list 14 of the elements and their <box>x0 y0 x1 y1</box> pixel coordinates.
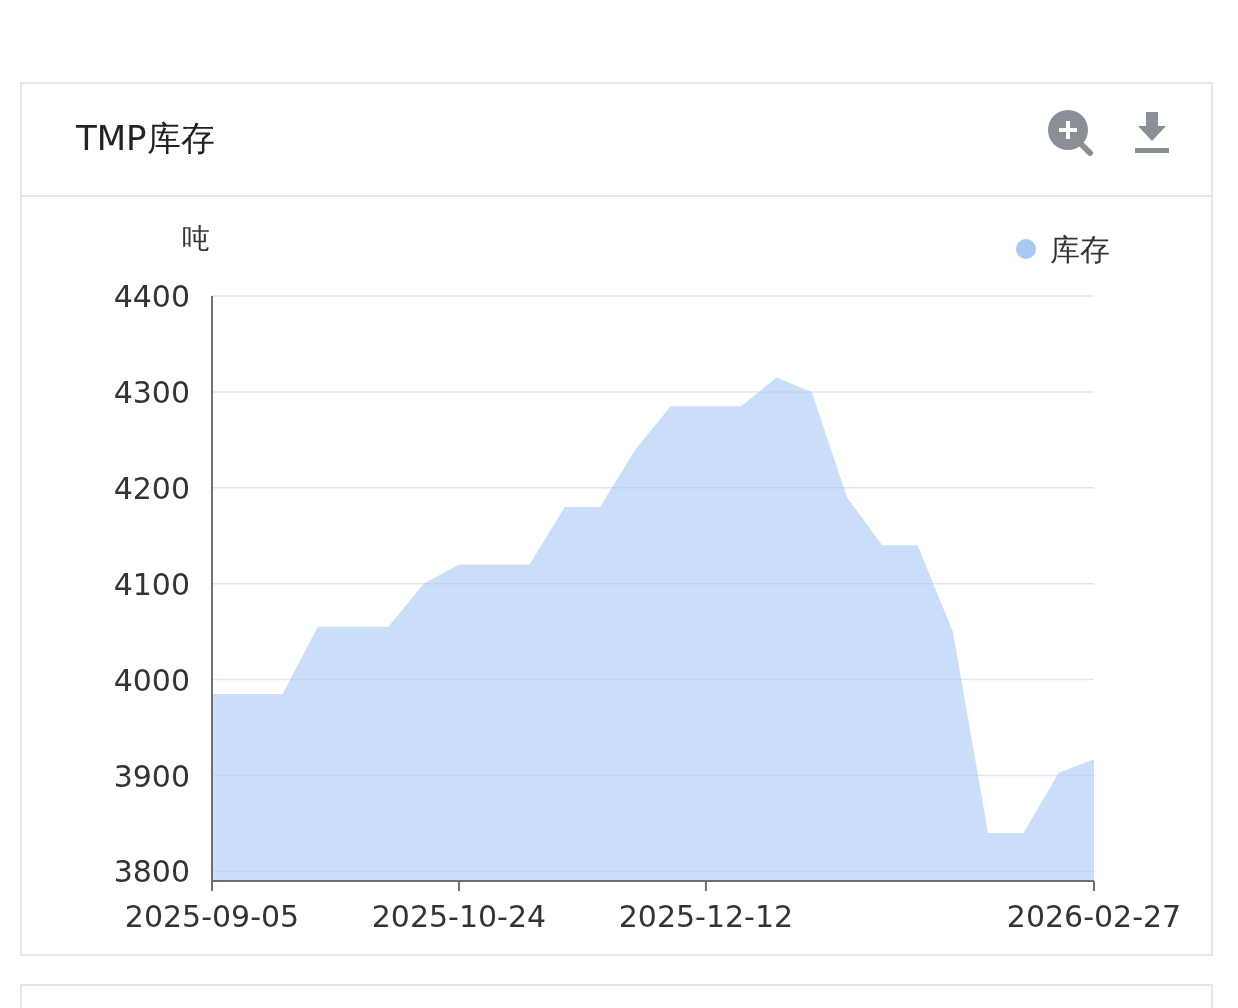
y-tick-label: 4300 <box>113 374 190 410</box>
y-tick-label: 3800 <box>113 854 190 890</box>
x-tick-label: 2026-02-27 <box>1006 899 1182 934</box>
y-axis-title: 吨 <box>182 222 210 255</box>
legend-label: 库存 <box>1050 232 1110 267</box>
chart-title: TMP库存 <box>75 118 215 158</box>
y-tick-label: 4400 <box>113 279 190 314</box>
y-tick-label: 4200 <box>113 470 190 506</box>
y-tick-label: 3900 <box>113 758 190 794</box>
y-tick-label: 4000 <box>113 662 190 698</box>
x-tick-label: 2025-12-12 <box>618 899 794 934</box>
y-tick-label: 4100 <box>113 566 190 602</box>
x-tick-label: 2025-10-24 <box>371 899 547 934</box>
x-tick-label: 2025-09-05 <box>124 899 300 934</box>
